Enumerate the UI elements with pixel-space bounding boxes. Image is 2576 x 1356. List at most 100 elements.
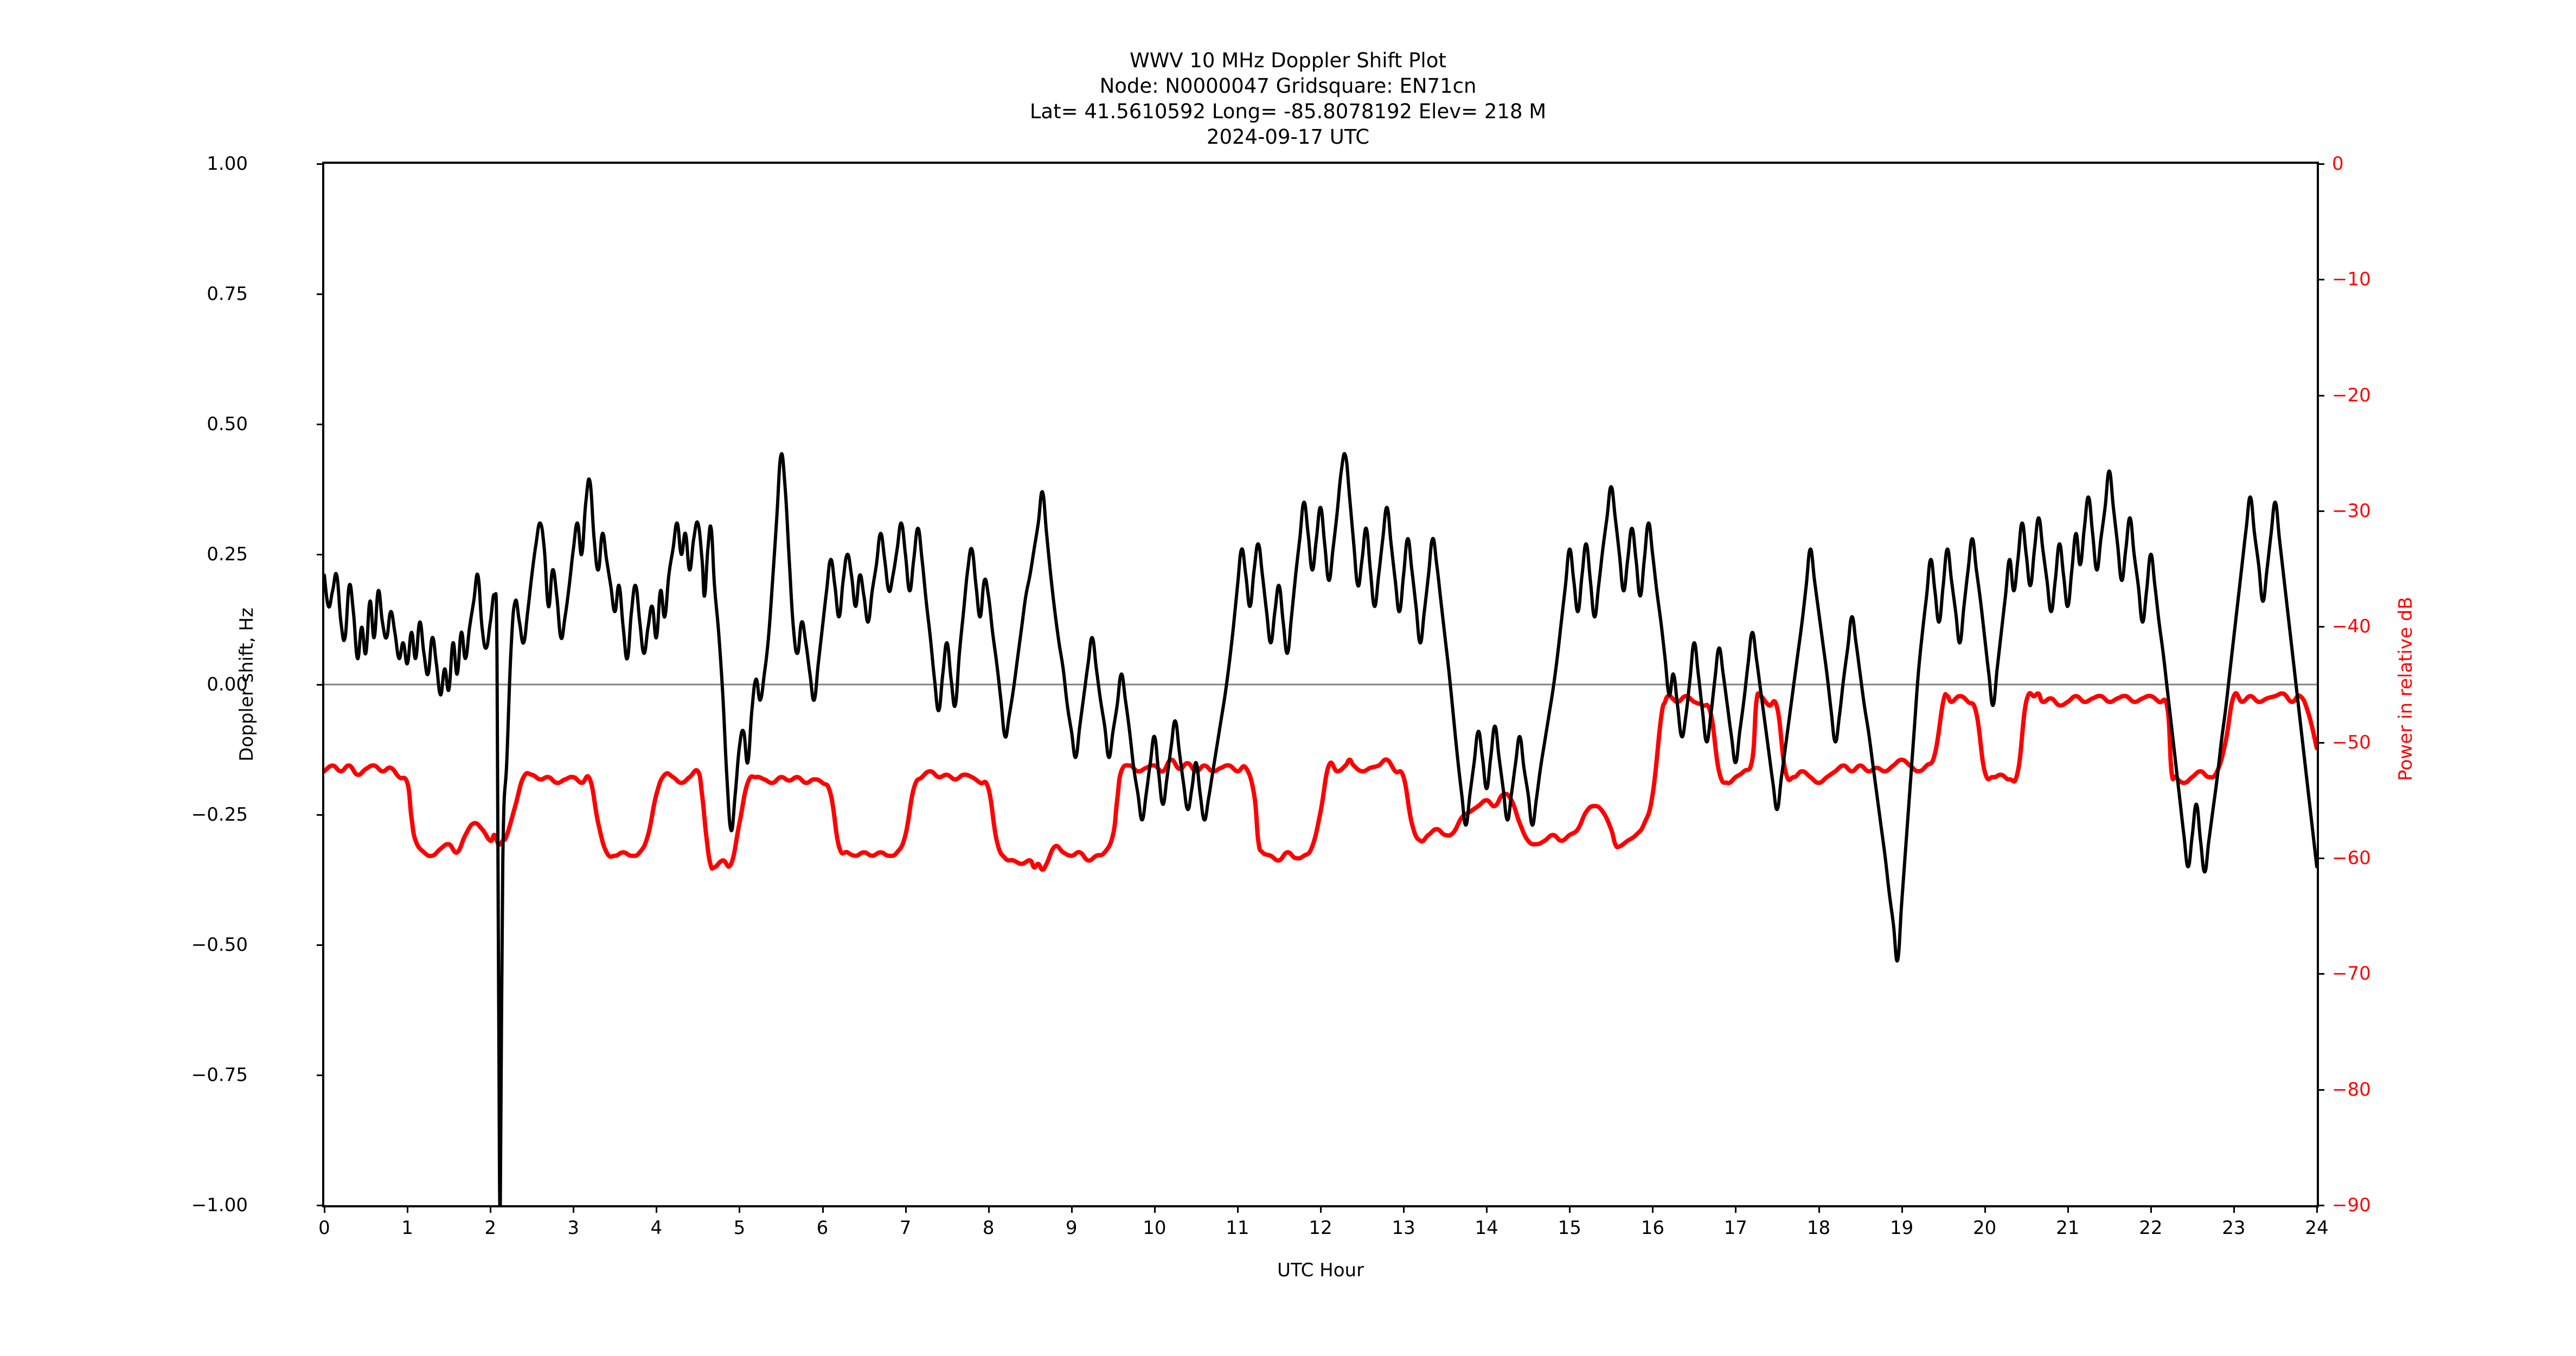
x-axis-tick-label: 18 bbox=[1806, 1217, 1831, 1239]
y-axis-left-tickmark bbox=[317, 944, 324, 946]
x-axis-tick-label: 23 bbox=[2222, 1217, 2246, 1239]
y-axis-left-tick-label: 0.00 bbox=[207, 674, 248, 695]
y-axis-right-tick-label: −40 bbox=[2332, 616, 2371, 638]
y-axis-left-tick-label: 0.25 bbox=[207, 543, 248, 565]
y-axis-right-tick-label: −70 bbox=[2332, 963, 2371, 985]
y-axis-left-tick-label: −0.50 bbox=[191, 934, 248, 956]
y-axis-right-tick-label: −10 bbox=[2332, 268, 2371, 291]
x-axis-tickmark bbox=[988, 1206, 990, 1213]
x-axis-tickmark bbox=[1818, 1206, 1820, 1213]
y-axis-right-tick-label: −90 bbox=[2332, 1194, 2371, 1216]
y-axis-left-tick-label: 0.75 bbox=[207, 283, 248, 305]
x-axis-tick-label: 4 bbox=[650, 1217, 663, 1239]
x-axis-tickmark bbox=[905, 1206, 907, 1213]
y-axis-left-tick-label: 0.50 bbox=[207, 413, 248, 435]
chart-title-line1: WWV 10 MHz Doppler Shift Plot bbox=[1130, 49, 1446, 72]
x-axis-tickmark bbox=[2067, 1206, 2069, 1213]
y-axis-right-tickmark bbox=[2317, 1205, 2324, 1206]
x-axis-tickmark bbox=[490, 1206, 492, 1213]
y-axis-right-tickmark bbox=[2317, 858, 2324, 859]
x-axis-tick-label: 16 bbox=[1641, 1217, 1664, 1239]
x-axis-tickmark bbox=[1652, 1206, 1654, 1213]
chart-title-line4: 2024-09-17 UTC bbox=[1206, 125, 1370, 149]
y-axis-left-tick-label: −0.75 bbox=[191, 1064, 248, 1086]
x-axis-tick-label: 8 bbox=[982, 1217, 995, 1239]
y-axis-left-tickmark bbox=[317, 293, 324, 295]
y-axis-right-title: Power in relative dB bbox=[2395, 597, 2417, 781]
y-axis-left-tick-label: −1.00 bbox=[191, 1194, 248, 1216]
y-axis-left-tickmark bbox=[317, 814, 324, 816]
y-axis-right-tickmark bbox=[2317, 279, 2324, 281]
x-axis-tickmark bbox=[407, 1206, 409, 1213]
plot-svg bbox=[324, 452, 2317, 1205]
x-axis-tick-label: 2 bbox=[484, 1217, 496, 1239]
y-axis-right-tick-label: −20 bbox=[2332, 384, 2371, 406]
x-axis-tick-label: 22 bbox=[2139, 1217, 2163, 1239]
y-axis-right-tickmark bbox=[2317, 973, 2324, 975]
x-axis-tick-label: 9 bbox=[1065, 1217, 1078, 1239]
x-axis-tick-label: 19 bbox=[1889, 1217, 1914, 1239]
y-axis-right-tick-label: 0 bbox=[2332, 153, 2344, 175]
x-axis-tick-label: 7 bbox=[899, 1217, 912, 1239]
y-axis-left-tickmark bbox=[317, 163, 324, 165]
y-axis-left-tickmark bbox=[317, 554, 324, 555]
x-axis-tick-label: 24 bbox=[2305, 1217, 2329, 1239]
x-axis-tickmark bbox=[1236, 1206, 1239, 1213]
plot-clip bbox=[324, 164, 2317, 1205]
x-axis-tickmark bbox=[739, 1206, 741, 1213]
chart-title-line2: Node: N0000047 Gridsquare: EN71cn bbox=[1099, 74, 1477, 98]
x-axis-tickmark bbox=[324, 1206, 325, 1213]
x-axis-tickmark bbox=[2316, 1206, 2318, 1213]
y-axis-right-tick-label: −80 bbox=[2332, 1078, 2371, 1101]
y-axis-right-tickmark bbox=[2317, 1089, 2324, 1091]
x-axis-tickmark bbox=[822, 1206, 824, 1213]
plot-area bbox=[317, 162, 2324, 1213]
x-axis-tickmark bbox=[1403, 1206, 1405, 1213]
x-axis-tickmark bbox=[1569, 1206, 1571, 1213]
x-axis-tickmark bbox=[2233, 1206, 2235, 1213]
y-axis-left-tickmark bbox=[317, 684, 324, 686]
x-axis-tick-label: 6 bbox=[816, 1217, 829, 1239]
y-axis-left-tickmark bbox=[317, 424, 324, 425]
x-axis-tick-label: 3 bbox=[567, 1217, 580, 1239]
y-axis-right-tickmark bbox=[2317, 626, 2324, 628]
y-axis-right-tickmark bbox=[2317, 163, 2324, 165]
x-axis-tick-label: 21 bbox=[2056, 1217, 2080, 1239]
power-series-line bbox=[324, 691, 2317, 872]
x-axis-tick-label: 12 bbox=[1309, 1217, 1332, 1239]
x-axis-tickmark bbox=[573, 1206, 575, 1213]
x-axis-tick-label: 5 bbox=[733, 1217, 746, 1239]
y-axis-left-tick-label: −0.25 bbox=[191, 804, 248, 826]
x-axis-tickmark bbox=[1486, 1206, 1488, 1213]
y-axis-left-tickmark bbox=[317, 1205, 324, 1206]
chart-title-block: WWV 10 MHz Doppler Shift Plot Node: N000… bbox=[0, 48, 2576, 150]
y-axis-right-tick-label: −60 bbox=[2332, 847, 2371, 869]
x-axis-tick-label: 15 bbox=[1558, 1217, 1581, 1239]
x-axis-title: UTC Hour bbox=[1277, 1259, 1364, 1281]
x-axis-tick-label: 20 bbox=[1973, 1217, 1997, 1239]
x-axis-tickmark bbox=[656, 1206, 658, 1213]
y-axis-right-tickmark bbox=[2317, 394, 2324, 396]
x-axis-tickmark bbox=[1320, 1206, 1322, 1213]
x-axis-tick-label: 13 bbox=[1392, 1217, 1415, 1239]
x-axis-tickmark bbox=[1735, 1206, 1737, 1213]
x-axis-tick-label: 11 bbox=[1226, 1217, 1249, 1239]
x-axis-tickmark bbox=[1901, 1206, 1903, 1213]
y-axis-left-tick-label: 1.00 bbox=[207, 153, 248, 175]
x-axis-tick-label: 14 bbox=[1475, 1217, 1498, 1239]
x-axis-tick-label: 1 bbox=[401, 1217, 413, 1239]
x-axis-tick-label: 17 bbox=[1723, 1217, 1748, 1239]
x-axis-tickmark bbox=[1154, 1206, 1156, 1213]
doppler-series-line bbox=[324, 452, 2317, 1205]
x-axis-tickmark bbox=[1984, 1206, 1986, 1213]
y-axis-right-tick-label: −50 bbox=[2332, 731, 2371, 753]
x-axis-tickmark bbox=[2150, 1206, 2152, 1213]
y-axis-right-tickmark bbox=[2317, 510, 2324, 512]
x-axis-tick-label: 10 bbox=[1143, 1217, 1167, 1239]
x-axis-tick-label: 0 bbox=[318, 1217, 330, 1239]
y-axis-left-tickmark bbox=[317, 1074, 324, 1076]
y-axis-right-tickmark bbox=[2317, 741, 2324, 744]
chart-title-line3: Lat= 41.5610592 Long= -85.8078192 Elev= … bbox=[1029, 100, 1547, 123]
x-axis-tickmark bbox=[1071, 1206, 1073, 1213]
